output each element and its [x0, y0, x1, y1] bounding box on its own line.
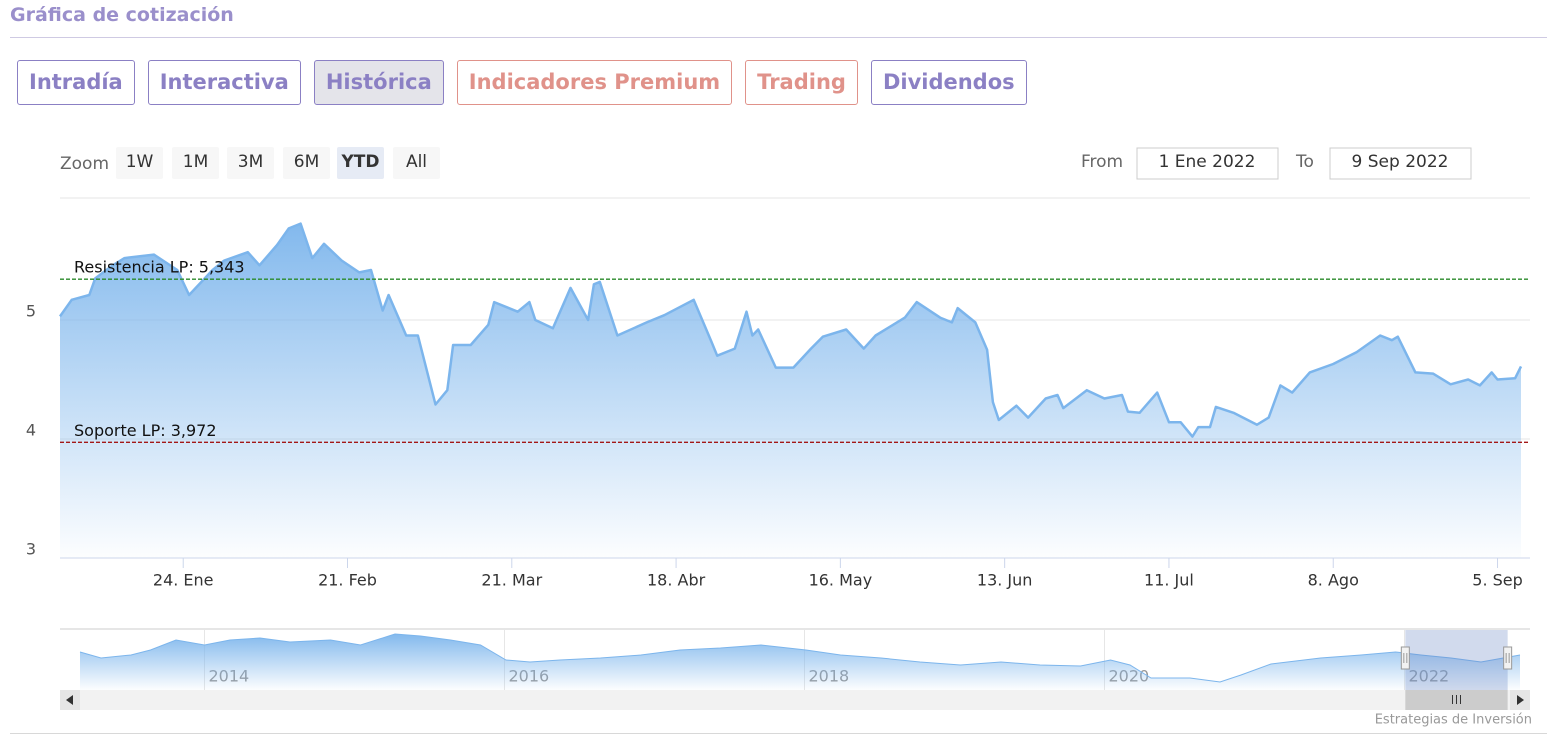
zoom-button[interactable]: 1M [172, 147, 219, 179]
navigator-selection [1405, 630, 1508, 690]
y-tick-label: 3 [26, 540, 36, 559]
zoom-button-bg [172, 147, 219, 179]
zoom-button-label: All [406, 152, 427, 172]
zoom-button-bg [227, 147, 274, 179]
plot-line-label: Resistencia LP: 5,343 [74, 258, 245, 277]
to-value: 9 Sep 2022 [1352, 152, 1449, 172]
x-tick-label: 21. Mar [481, 571, 542, 590]
navigator-line [79, 633, 1521, 683]
divider [10, 733, 1547, 734]
tab[interactable]: Indicadores Premium [456, 60, 733, 105]
scrollbar-track [60, 690, 1530, 710]
zoom-button-bg [283, 147, 330, 179]
price-line [58, 222, 1523, 438]
x-tick-label: 16. May [809, 571, 873, 590]
navigator-handle[interactable] [1503, 646, 1513, 670]
zoom-button-bg [337, 147, 384, 179]
zoom-button-label: 3M [238, 152, 263, 172]
zoom-button[interactable]: YTD [337, 147, 384, 179]
navigator-area [80, 634, 1520, 690]
zoom-button[interactable]: All [393, 147, 440, 179]
arrow-right [1517, 695, 1524, 705]
tab[interactable]: Interactiva [147, 60, 301, 105]
y-tick-label: 5 [26, 302, 36, 321]
x-tick-label: 18. Abr [647, 571, 706, 590]
section-title: Gráfica de cotización [10, 4, 234, 26]
x-tick-label: 8. Ago [1308, 571, 1359, 590]
x-tick-label: 13. Jun [977, 571, 1033, 590]
zoom-button[interactable]: 1W [116, 147, 163, 179]
x-tick-label: 5. Sep [1472, 571, 1523, 590]
tab-bar: Intradía Interactiva Histórica Indicadores … [17, 60, 1027, 105]
x-tick-label: 21. Feb [318, 571, 377, 590]
credits: Estrategias de Inversión [1375, 713, 1532, 728]
zoom-button-bg [393, 147, 440, 179]
area-fill [60, 223, 1521, 558]
zoom-button-bg [116, 147, 163, 179]
tab[interactable]: Dividendos [870, 60, 1027, 105]
zoom-button[interactable]: 6M [283, 147, 330, 179]
y-tick-label: 4 [26, 421, 36, 440]
from-input[interactable] [1136, 147, 1279, 180]
navigator-handle[interactable] [1400, 646, 1410, 670]
zoom-label: Zoom [60, 154, 109, 174]
zoom-button-label: 6M [294, 152, 319, 172]
tab[interactable]: Trading [745, 60, 858, 105]
zoom-button-label: YTD [340, 152, 379, 172]
arrow-left [66, 695, 73, 705]
from-label: From [1081, 152, 1123, 172]
x-tick-label: 11. Jul [1144, 571, 1194, 590]
zoom-button[interactable]: 3M [227, 147, 274, 179]
plot-line-label: Soporte LP: 3,972 [74, 421, 217, 440]
x-tick-label: 24. Ene [153, 571, 214, 590]
zoom-button-label: 1M [183, 152, 208, 172]
divider [10, 37, 1547, 38]
to-label: To [1295, 152, 1314, 172]
zoom-button-label: 1W [126, 152, 154, 172]
to-input[interactable] [1329, 147, 1472, 180]
from-value: 1 Ene 2022 [1159, 152, 1256, 172]
tab[interactable]: Intradía [17, 60, 135, 105]
tab[interactable]: Histórica [313, 60, 444, 105]
